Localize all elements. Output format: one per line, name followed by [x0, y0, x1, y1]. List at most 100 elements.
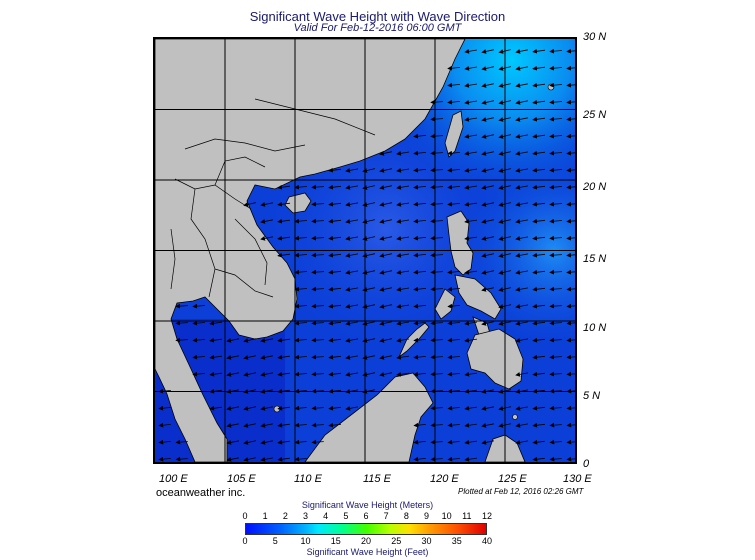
wave-arrow: [379, 287, 393, 292]
wave-arrow: [260, 389, 274, 394]
wave-arrow: [192, 303, 205, 309]
wave-arrow: [481, 236, 495, 241]
wave-arrow: [447, 201, 461, 207]
wave-arrow: [481, 134, 494, 139]
wave-arrow: [549, 82, 563, 88]
wave-arrow: [311, 218, 325, 224]
wave-arrow: [498, 389, 512, 394]
wave-arrow: [243, 440, 257, 445]
wave-arrow: [311, 439, 324, 445]
wave-arrow: [549, 116, 563, 122]
lon-label-100e: 100 E: [159, 473, 188, 485]
lon-label-105e: 105 E: [227, 473, 256, 485]
wave-arrow: [413, 184, 427, 190]
wave-arrow: [464, 422, 477, 428]
wave-arrow: [566, 82, 575, 88]
wave-arrow: [481, 406, 495, 411]
wave-arrow: [413, 354, 426, 360]
wave-arrow: [481, 66, 494, 71]
wave-arrow: [243, 372, 257, 377]
wave-arrow: [294, 371, 307, 377]
wave-arrow: [379, 321, 393, 326]
wave-arrow: [549, 422, 562, 428]
wave-arrow: [532, 99, 546, 105]
feet-tick-label: 20: [360, 536, 372, 546]
wave-arrow: [549, 320, 562, 326]
wave-arrow: [328, 337, 341, 343]
map-subtitle: Valid For Feb-12-2016 06:00 GMT: [293, 22, 462, 34]
wave-arrow: [498, 168, 512, 173]
wave-arrow: [209, 405, 222, 411]
meters-tick-label: 6: [363, 511, 369, 521]
wave-arrow: [447, 439, 460, 445]
wave-arrow: [464, 167, 478, 173]
wave-arrow: [549, 184, 563, 190]
wave-arrow: [277, 388, 290, 394]
feet-tick-label: 30: [421, 536, 432, 546]
wave-arrow: [447, 371, 460, 377]
wave-arrow: [549, 456, 562, 462]
wave-arrow: [260, 338, 274, 343]
wave-arrow: [379, 151, 393, 156]
wave-arrow: [566, 439, 575, 445]
wave-arrow: [226, 457, 239, 462]
feet-tick-label: 0: [242, 536, 248, 546]
wave-arrow: [498, 423, 512, 428]
feet-tick-label: 5: [272, 536, 278, 546]
lat-label-10n: 10 N: [583, 322, 607, 334]
wave-arrow: [566, 184, 575, 190]
wave-arrow: [515, 321, 529, 326]
wave-arrow: [379, 168, 393, 173]
wave-arrow: [175, 303, 188, 309]
wave-arrow: [362, 270, 376, 275]
wave-arrow: [515, 117, 529, 122]
wave-arrow: [481, 117, 494, 122]
wave-arrow: [328, 422, 341, 428]
wave-arrow: [498, 185, 512, 190]
wave-arrow: [430, 354, 443, 360]
wave-arrow: [498, 219, 512, 224]
wave-arrow: [226, 338, 240, 343]
wave-arrow: [549, 218, 563, 224]
wave-arrow: [464, 218, 478, 224]
wave-arrow: [328, 167, 342, 173]
map-title: Significant Wave Height with Wave Direct…: [249, 9, 506, 24]
wave-arrow: [515, 236, 529, 241]
wave-height-colorbar: [245, 523, 487, 535]
wave-arrow: [345, 185, 359, 190]
wave-arrow: [175, 320, 188, 326]
feet-tick-label: 35: [451, 536, 462, 546]
wave-arrow: [515, 219, 529, 224]
wave-arrow: [549, 371, 562, 377]
wave-arrow: [209, 354, 222, 360]
wave-arrow: [260, 372, 274, 377]
wave-arrow: [158, 422, 171, 428]
wave-arrow: [362, 185, 376, 190]
wave-arrow: [481, 423, 495, 428]
wave-arrow: [447, 184, 461, 190]
wave-arrow: [294, 286, 307, 292]
wave-arrow: [413, 235, 427, 241]
wave-height-map: [153, 37, 577, 464]
wave-arrow: [549, 286, 562, 292]
wave-arrow: [294, 422, 307, 428]
wave-arrow: [379, 236, 393, 241]
wave-arrow: [549, 133, 563, 139]
wave-arrow: [243, 423, 257, 428]
meters-tick-label: 7: [383, 511, 389, 521]
wave-arrow: [498, 202, 512, 207]
wave-arrow: [464, 184, 478, 190]
lon-label-125e: 125 E: [498, 473, 527, 485]
wave-arrow: [362, 202, 376, 207]
meters-tick-label: 12: [481, 511, 493, 521]
wave-arrow: [515, 202, 529, 207]
wave-arrow: [481, 440, 494, 445]
wave-arrow: [396, 218, 410, 224]
meters-tick-label: 5: [343, 511, 349, 521]
wave-arrow: [226, 423, 239, 428]
wave-arrow: [498, 134, 511, 139]
wave-arrow: [515, 253, 529, 258]
wave-arrow: [447, 422, 460, 428]
hainan-island: [284, 192, 312, 214]
wave-arrow: [192, 371, 205, 377]
